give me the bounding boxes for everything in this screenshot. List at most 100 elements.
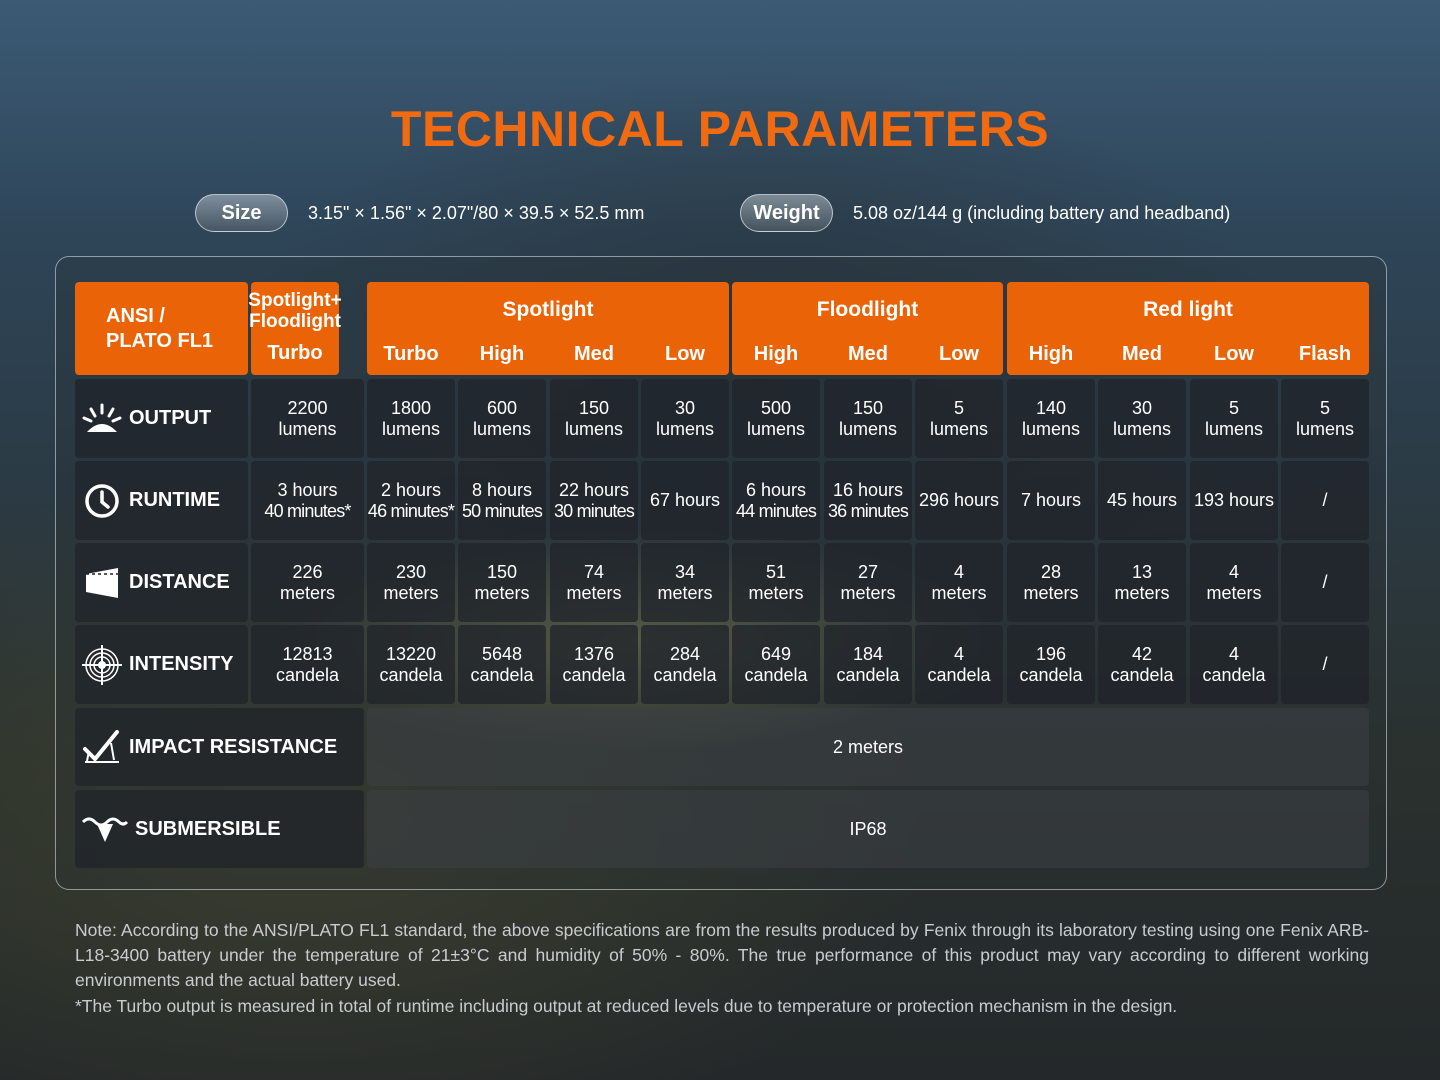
cell-line: candela: [379, 664, 443, 685]
sunburst-icon: [75, 402, 129, 436]
cell-line: meters: [657, 582, 713, 603]
mode-label: Flash: [1298, 343, 1352, 365]
cell-line: lumens: [1112, 418, 1172, 439]
data-cell: 4 candela: [1190, 625, 1278, 704]
row-label-text: SUBMERSIBLE: [135, 817, 281, 840]
group-name: Spotlight: [502, 298, 594, 321]
cell-line: candela: [275, 664, 340, 685]
data-cell: 1376 candela: [550, 625, 638, 704]
data-cell: /: [1281, 461, 1369, 540]
mode-label: High: [753, 343, 799, 365]
row-label-intensity: INTENSITY: [75, 625, 248, 704]
cell-line: 2200: [287, 397, 328, 418]
mode-row: High Med Low Flash: [1007, 343, 1369, 367]
data-cell: 3 hours 40 minutes*: [251, 461, 364, 540]
cell-line: 230: [395, 561, 427, 582]
mode-label: Low: [939, 343, 979, 365]
data-cell: 196 candela: [1007, 625, 1095, 704]
cell-line: 150: [578, 397, 610, 418]
page-title: TECHNICAL PARAMETERS: [390, 101, 1050, 157]
size-label: Size: [195, 194, 288, 232]
cell-line: 44 minutes: [735, 500, 817, 521]
data-cell: 140 lumens: [1007, 379, 1095, 458]
distance-beam-icon: [75, 566, 129, 600]
data-cell: 8 hours 50 minutes: [458, 461, 546, 540]
data-cell: 34 meters: [641, 543, 729, 622]
data-cell: 7 hours: [1007, 461, 1095, 540]
row-label-impact: IMPACT RESISTANCE: [75, 708, 364, 786]
data-cell: 2 hours 46 minutes*: [367, 461, 455, 540]
cell-line: lumens: [655, 418, 715, 439]
cell-line: meters: [840, 582, 896, 603]
data-cell: 1800 lumens: [367, 379, 455, 458]
data-cell: 30 lumens: [1098, 379, 1186, 458]
cell-line: 28: [1040, 561, 1062, 582]
data-cell: 184 candela: [824, 625, 912, 704]
mode-label: Low: [665, 343, 705, 365]
cell-line: candela: [744, 664, 808, 685]
cell-line: candela: [1202, 664, 1266, 685]
cell-line: 150: [486, 561, 518, 582]
data-cell: 16 hours 36 minutes: [824, 461, 912, 540]
data-cell: 2200 lumens: [251, 379, 364, 458]
cell-line: 5: [1228, 397, 1239, 418]
row-label-distance: DISTANCE: [75, 543, 248, 622]
cell-line: candela: [653, 664, 717, 685]
mode-row: Turbo High Med Low: [367, 343, 729, 367]
group-name: Red light: [1143, 298, 1233, 321]
cell-line: lumens: [381, 418, 441, 439]
data-cell: 30 lumens: [641, 379, 729, 458]
clock-icon: [75, 483, 129, 519]
standard-label-line: PLATO FL1: [106, 329, 214, 352]
cell-line: lumens: [746, 418, 806, 439]
data-cell: 226 meters: [251, 543, 364, 622]
cell-line: lumens: [472, 418, 532, 439]
cell-line: 27: [857, 561, 879, 582]
data-cell: 4 candela: [915, 625, 1003, 704]
weight-spec: Weight 5.08 oz/144 g (including battery …: [740, 194, 1230, 232]
header-standard-label: ANSI / PLATO FL1: [75, 282, 248, 375]
cell-line: 4: [953, 643, 964, 664]
data-cell: 5 lumens: [915, 379, 1003, 458]
cell-line: lumens: [838, 418, 898, 439]
row-label-text: IMPACT RESISTANCE: [129, 735, 338, 758]
mode-label: Turbo: [267, 342, 323, 364]
footnote-text: *The Turbo output is measured in total o…: [75, 996, 1178, 1016]
cell-line: 4: [1228, 561, 1239, 582]
mode-label: Med: [848, 343, 888, 365]
row-label-submersible: SUBMERSIBLE: [75, 790, 364, 868]
submersible-value-cell: IP68: [367, 790, 1369, 868]
cell-line: lumens: [1295, 418, 1355, 439]
cell-line: lumens: [1204, 418, 1264, 439]
mode-label: High: [479, 343, 525, 365]
cell-line: candela: [927, 664, 991, 685]
cell-line: meters: [566, 582, 622, 603]
cell-line: 45 hours: [1106, 490, 1178, 510]
cell-line: 2 hours: [380, 479, 442, 500]
cell-line: lumens: [278, 418, 337, 439]
cell-line: 22 hours: [558, 479, 630, 500]
target-icon: [75, 644, 129, 686]
mode-label: Med: [1122, 343, 1162, 365]
group-header: Floodlight High Med Low: [732, 282, 1003, 375]
data-cell: 22 hours 30 minutes: [550, 461, 638, 540]
cell-line: 5648: [481, 643, 523, 664]
data-cell: 67 hours: [641, 461, 729, 540]
cell-line: 34: [674, 561, 696, 582]
cell-line: 3 hours: [277, 479, 338, 500]
mode-label: Turbo: [383, 343, 439, 365]
cell-line: 13: [1131, 561, 1153, 582]
data-cell: 284 candela: [641, 625, 729, 704]
cell-line: 184: [852, 643, 884, 664]
cell-line: meters: [748, 582, 804, 603]
data-cell: /: [1281, 543, 1369, 622]
cell-line: 74: [583, 561, 605, 582]
submersible-value: IP68: [849, 818, 887, 839]
cell-line: 30: [674, 397, 696, 418]
data-cell: 150 lumens: [550, 379, 638, 458]
mode-label: High: [1028, 343, 1074, 365]
cell-line: /: [1322, 572, 1328, 592]
cell-line: candela: [1110, 664, 1174, 685]
cell-line: candela: [1019, 664, 1083, 685]
cell-line: 5: [953, 397, 964, 418]
